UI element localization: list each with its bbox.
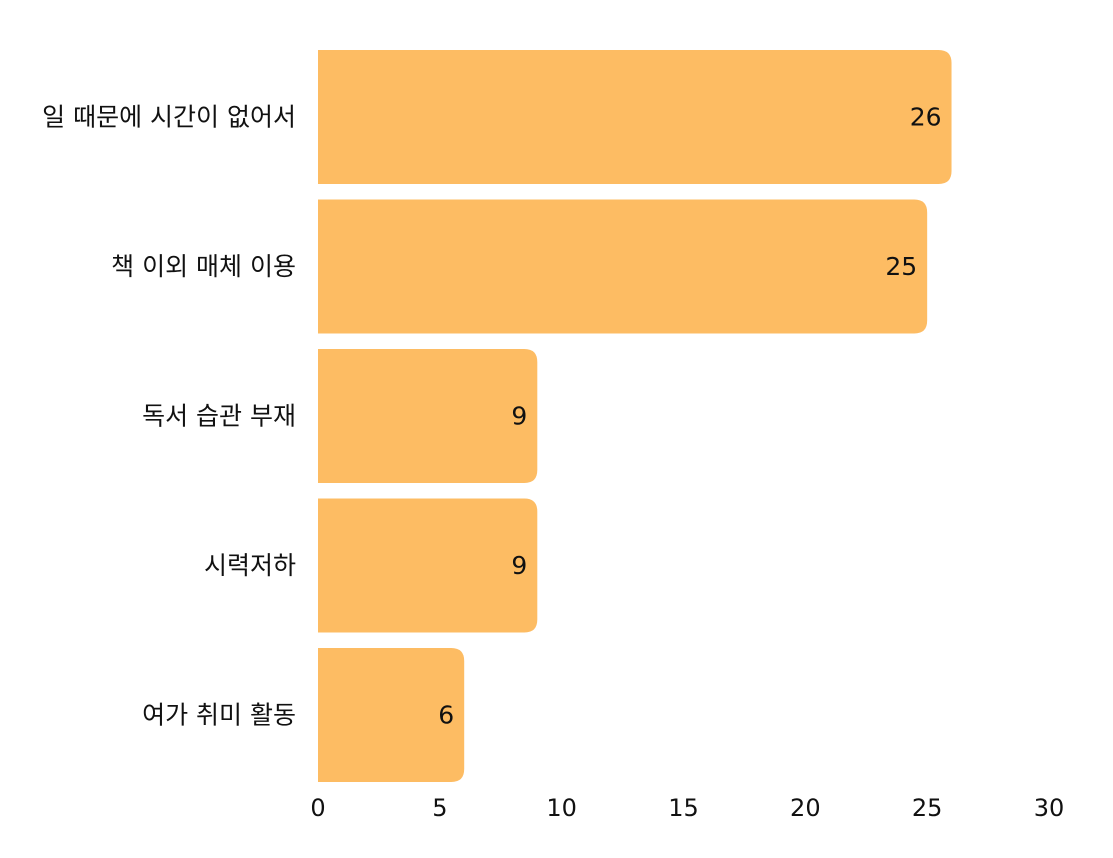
value-label: 26 [910,103,942,132]
bar [318,648,465,782]
value-label: 25 [885,252,917,281]
value-label: 9 [511,551,527,580]
bar [318,349,538,483]
value-label: 6 [438,701,454,730]
value-labels: 26 25 9 9 6 [438,103,941,730]
x-tick-label: 5 [432,794,447,822]
x-tick-label: 20 [790,794,821,822]
x-tick-label: 15 [668,794,699,822]
x-tick-label: 30 [1034,794,1065,822]
x-tick-label: 25 [912,794,943,822]
category-label: 시력저하 [204,551,296,580]
bar [318,50,952,184]
bar [318,199,928,334]
category-label: 독서 습관 부재 [142,402,296,431]
category-label: 일 때문에 시간이 없어서 [42,103,296,132]
bars-group [318,50,952,782]
value-label: 9 [511,402,527,431]
category-label: 책 이외 매체 이용 [111,252,296,281]
x-axis-ticks: 0 5 10 15 20 25 30 [310,794,1064,822]
category-label: 여가 취미 활동 [142,701,296,730]
x-tick-label: 0 [310,794,325,822]
x-tick-label: 10 [546,794,577,822]
bar [318,498,538,633]
